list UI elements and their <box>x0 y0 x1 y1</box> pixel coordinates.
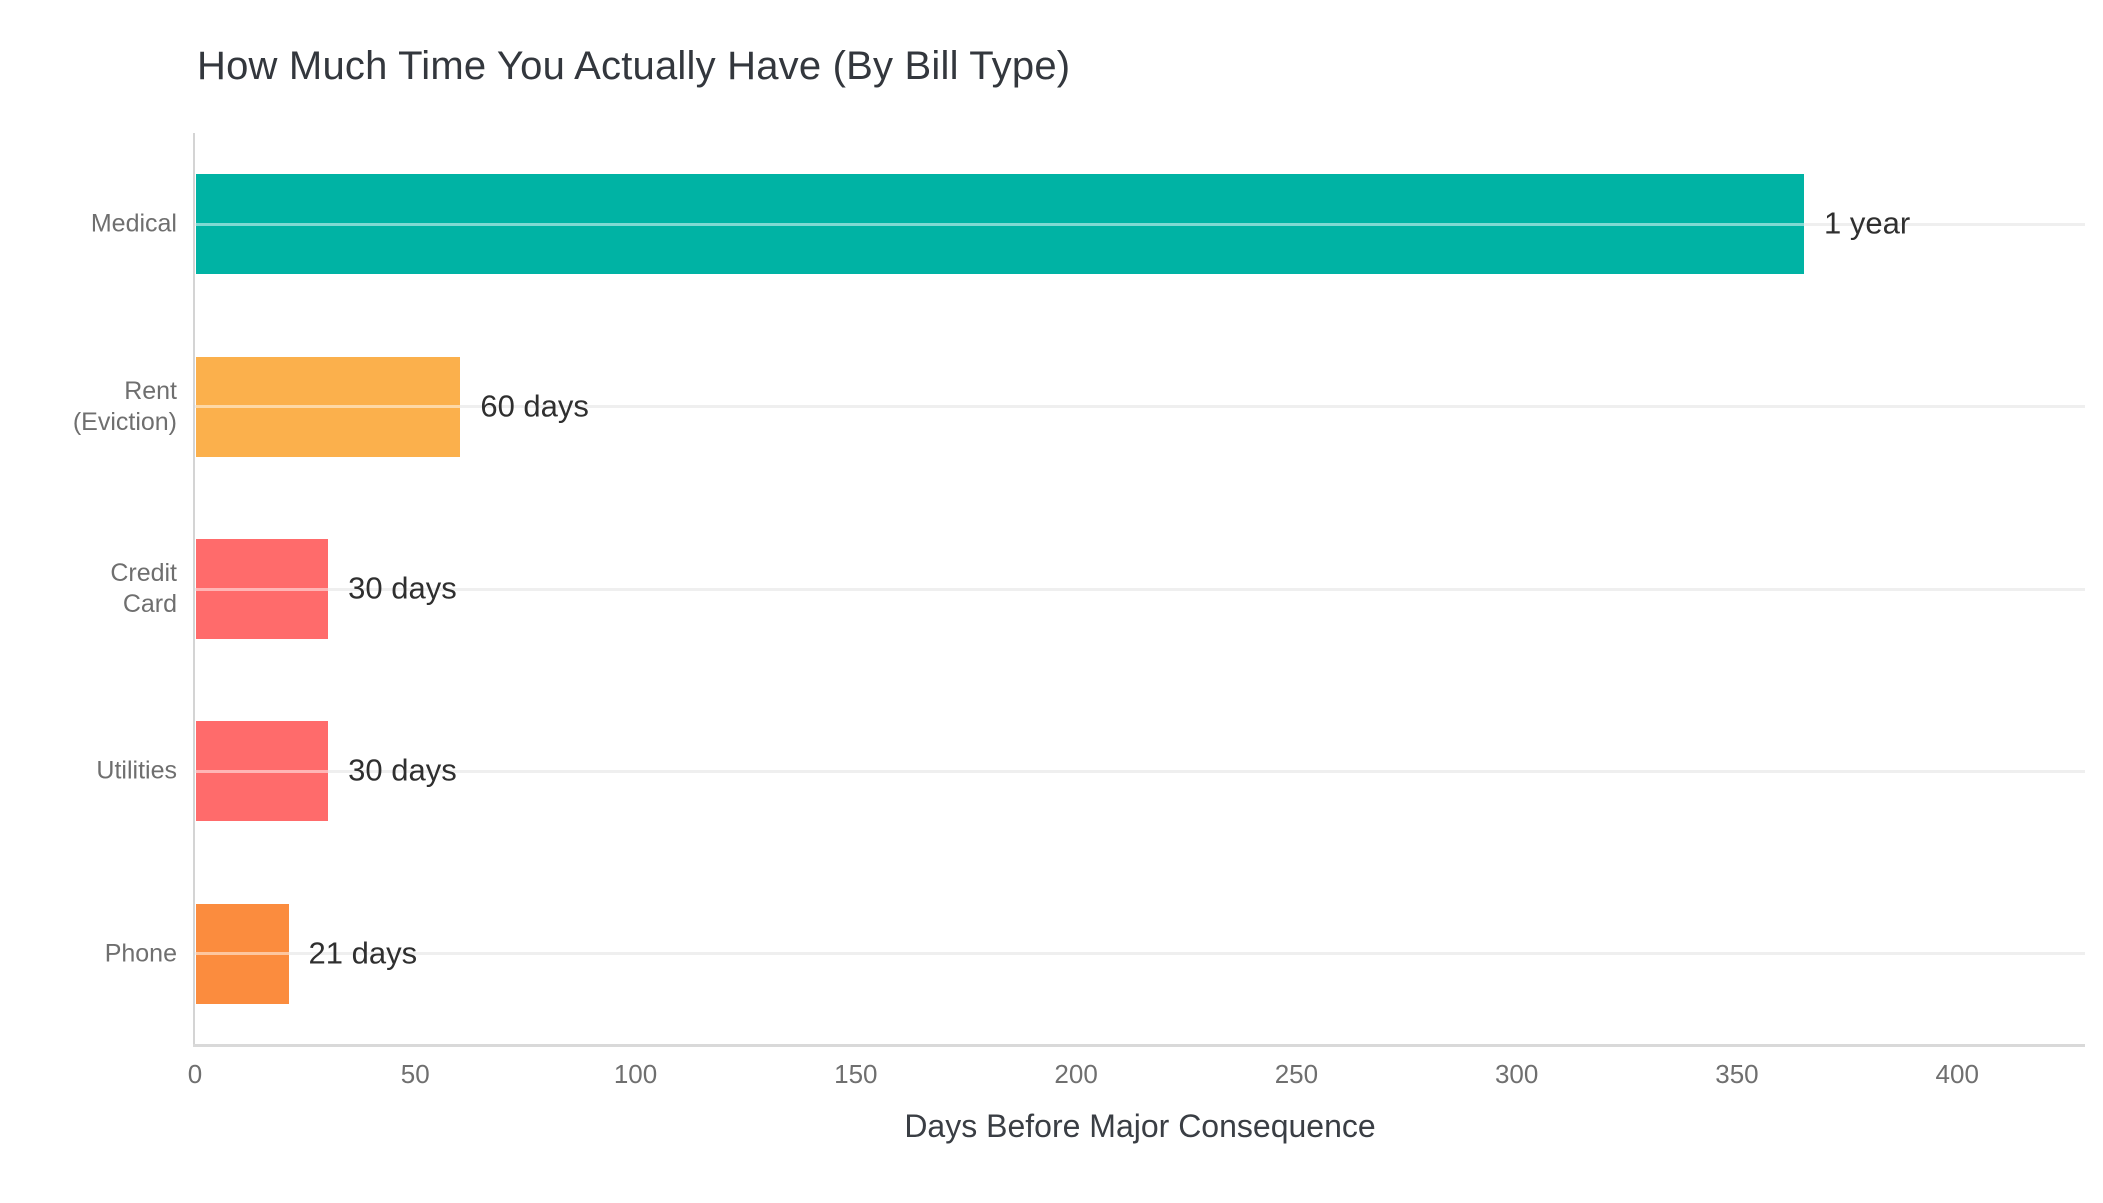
x-axis-tick-label: 250 <box>1274 1059 1319 1089</box>
x-axis-title: Days Before Major Consequence <box>904 1108 1376 1144</box>
bar-value-label: 21 days <box>308 935 418 971</box>
gridline <box>195 587 2085 591</box>
bar-value-label: 30 days <box>348 752 457 788</box>
x-axis-line <box>193 1044 2085 1047</box>
bar-rent-eviction <box>196 356 461 457</box>
y-axis-category-label: Phone <box>104 939 177 968</box>
y-axis-category-label: Credit Card <box>110 558 177 618</box>
bar-utilities <box>196 721 329 822</box>
gridline <box>195 952 2085 956</box>
x-axis-tick-label: 200 <box>1054 1059 1098 1089</box>
y-axis-category-label: Utilities <box>96 756 177 785</box>
x-axis-tick-label: 400 <box>1935 1059 1979 1089</box>
plot-area: 1 year Medical 60 days Rent (Eviction) 30 da… <box>73 133 2085 1089</box>
x-axis-tick-label: 50 <box>400 1059 430 1089</box>
bar-medical <box>196 174 1805 275</box>
bar-value-label: 30 days <box>348 570 457 606</box>
y-axis-category-label: Medical <box>90 209 177 238</box>
bar-value-label: 60 days <box>480 387 589 423</box>
x-axis-tick-label: 350 <box>1715 1059 1759 1089</box>
y-axis-category-label: Rent (Eviction) <box>72 376 177 436</box>
bar-credit-card <box>196 539 329 639</box>
gridline <box>195 769 2085 773</box>
x-axis-tick-label: 150 <box>834 1059 878 1089</box>
x-axis-tick-label: 300 <box>1494 1059 1539 1089</box>
chart-title: How Much Time You Actually Have (By Bill… <box>197 44 1071 88</box>
y-axis-line <box>193 133 195 1045</box>
x-axis-tick-label: 0 <box>187 1059 203 1089</box>
bar-value-label: 1 year <box>1824 205 1911 241</box>
x-axis-tick-label: 100 <box>613 1059 658 1089</box>
bar-phone <box>196 903 289 1004</box>
gridline <box>195 405 2085 409</box>
